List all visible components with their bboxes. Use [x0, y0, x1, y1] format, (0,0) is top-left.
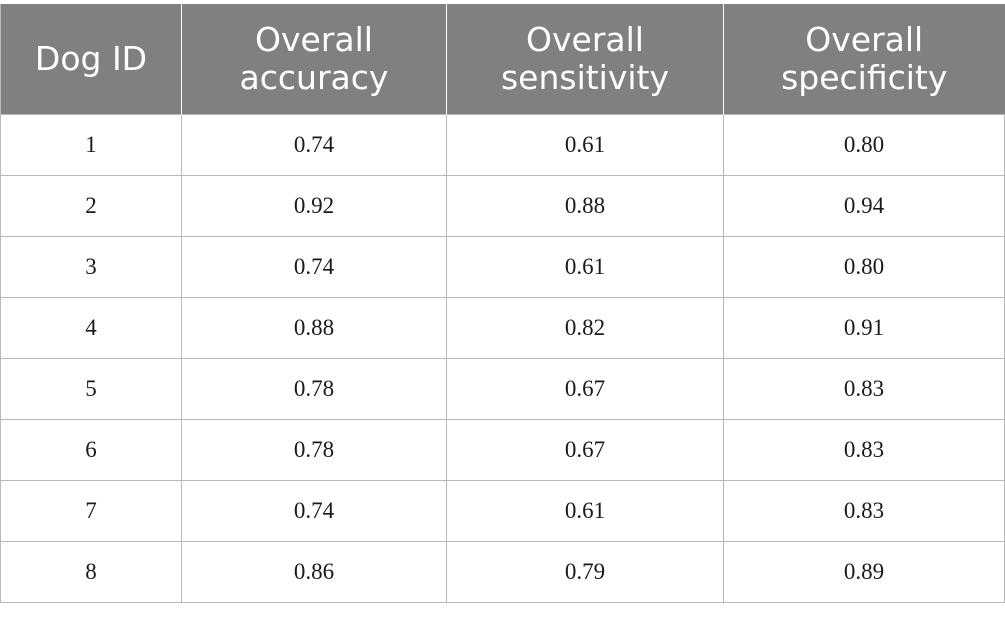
cell-sensitivity: 0.79	[446, 540, 724, 603]
table-row: 6 0.78 0.67 0.83	[0, 418, 1005, 481]
table-body: 1 0.74 0.61 0.80 2 0.92 0.88 0.94 3 0.74…	[0, 113, 1005, 603]
cell-sensitivity: 0.82	[446, 296, 724, 359]
header-overall-specificity: Overall specificity	[723, 4, 1005, 114]
cell-specificity: 0.83	[723, 418, 1005, 481]
cell-dog-id: 3	[0, 235, 182, 298]
header-overall-sensitivity: Overall sensitivity	[446, 4, 724, 114]
table-row: 4 0.88 0.82 0.91	[0, 296, 1005, 359]
table-row: 2 0.92 0.88 0.94	[0, 174, 1005, 237]
results-table: Dog ID Overall accuracy Overall sensitiv…	[0, 4, 1005, 603]
cell-dog-id: 6	[0, 418, 182, 481]
cell-accuracy: 0.92	[181, 174, 447, 237]
cell-specificity: 0.80	[723, 235, 1005, 298]
table-header: Dog ID Overall accuracy Overall sensitiv…	[0, 4, 1005, 114]
cell-sensitivity: 0.61	[446, 235, 724, 298]
cell-accuracy: 0.74	[181, 479, 447, 542]
cell-specificity: 0.83	[723, 357, 1005, 420]
header-row: Dog ID Overall accuracy Overall sensitiv…	[0, 4, 1005, 114]
cell-accuracy: 0.74	[181, 113, 447, 176]
cell-accuracy: 0.74	[181, 235, 447, 298]
cell-dog-id: 4	[0, 296, 182, 359]
cell-specificity: 0.89	[723, 540, 1005, 603]
cell-specificity: 0.91	[723, 296, 1005, 359]
table-row: 8 0.86 0.79 0.89	[0, 540, 1005, 603]
cell-sensitivity: 0.88	[446, 174, 724, 237]
cell-accuracy: 0.78	[181, 418, 447, 481]
cell-specificity: 0.94	[723, 174, 1005, 237]
cell-dog-id: 8	[0, 540, 182, 603]
cell-dog-id: 5	[0, 357, 182, 420]
cell-specificity: 0.83	[723, 479, 1005, 542]
table-row: 7 0.74 0.61 0.83	[0, 479, 1005, 542]
cell-sensitivity: 0.61	[446, 479, 724, 542]
cell-specificity: 0.80	[723, 113, 1005, 176]
cell-dog-id: 7	[0, 479, 182, 542]
cell-dog-id: 1	[0, 113, 182, 176]
table-row: 3 0.74 0.61 0.80	[0, 235, 1005, 298]
header-dog-id: Dog ID	[0, 4, 182, 114]
cell-sensitivity: 0.61	[446, 113, 724, 176]
cell-sensitivity: 0.67	[446, 418, 724, 481]
cell-accuracy: 0.86	[181, 540, 447, 603]
table-row: 5 0.78 0.67 0.83	[0, 357, 1005, 420]
cell-sensitivity: 0.67	[446, 357, 724, 420]
header-overall-accuracy: Overall accuracy	[181, 4, 447, 114]
results-table-container: Dog ID Overall accuracy Overall sensitiv…	[0, 4, 1005, 603]
cell-dog-id: 2	[0, 174, 182, 237]
table-row: 1 0.74 0.61 0.80	[0, 113, 1005, 176]
cell-accuracy: 0.78	[181, 357, 447, 420]
cell-accuracy: 0.88	[181, 296, 447, 359]
